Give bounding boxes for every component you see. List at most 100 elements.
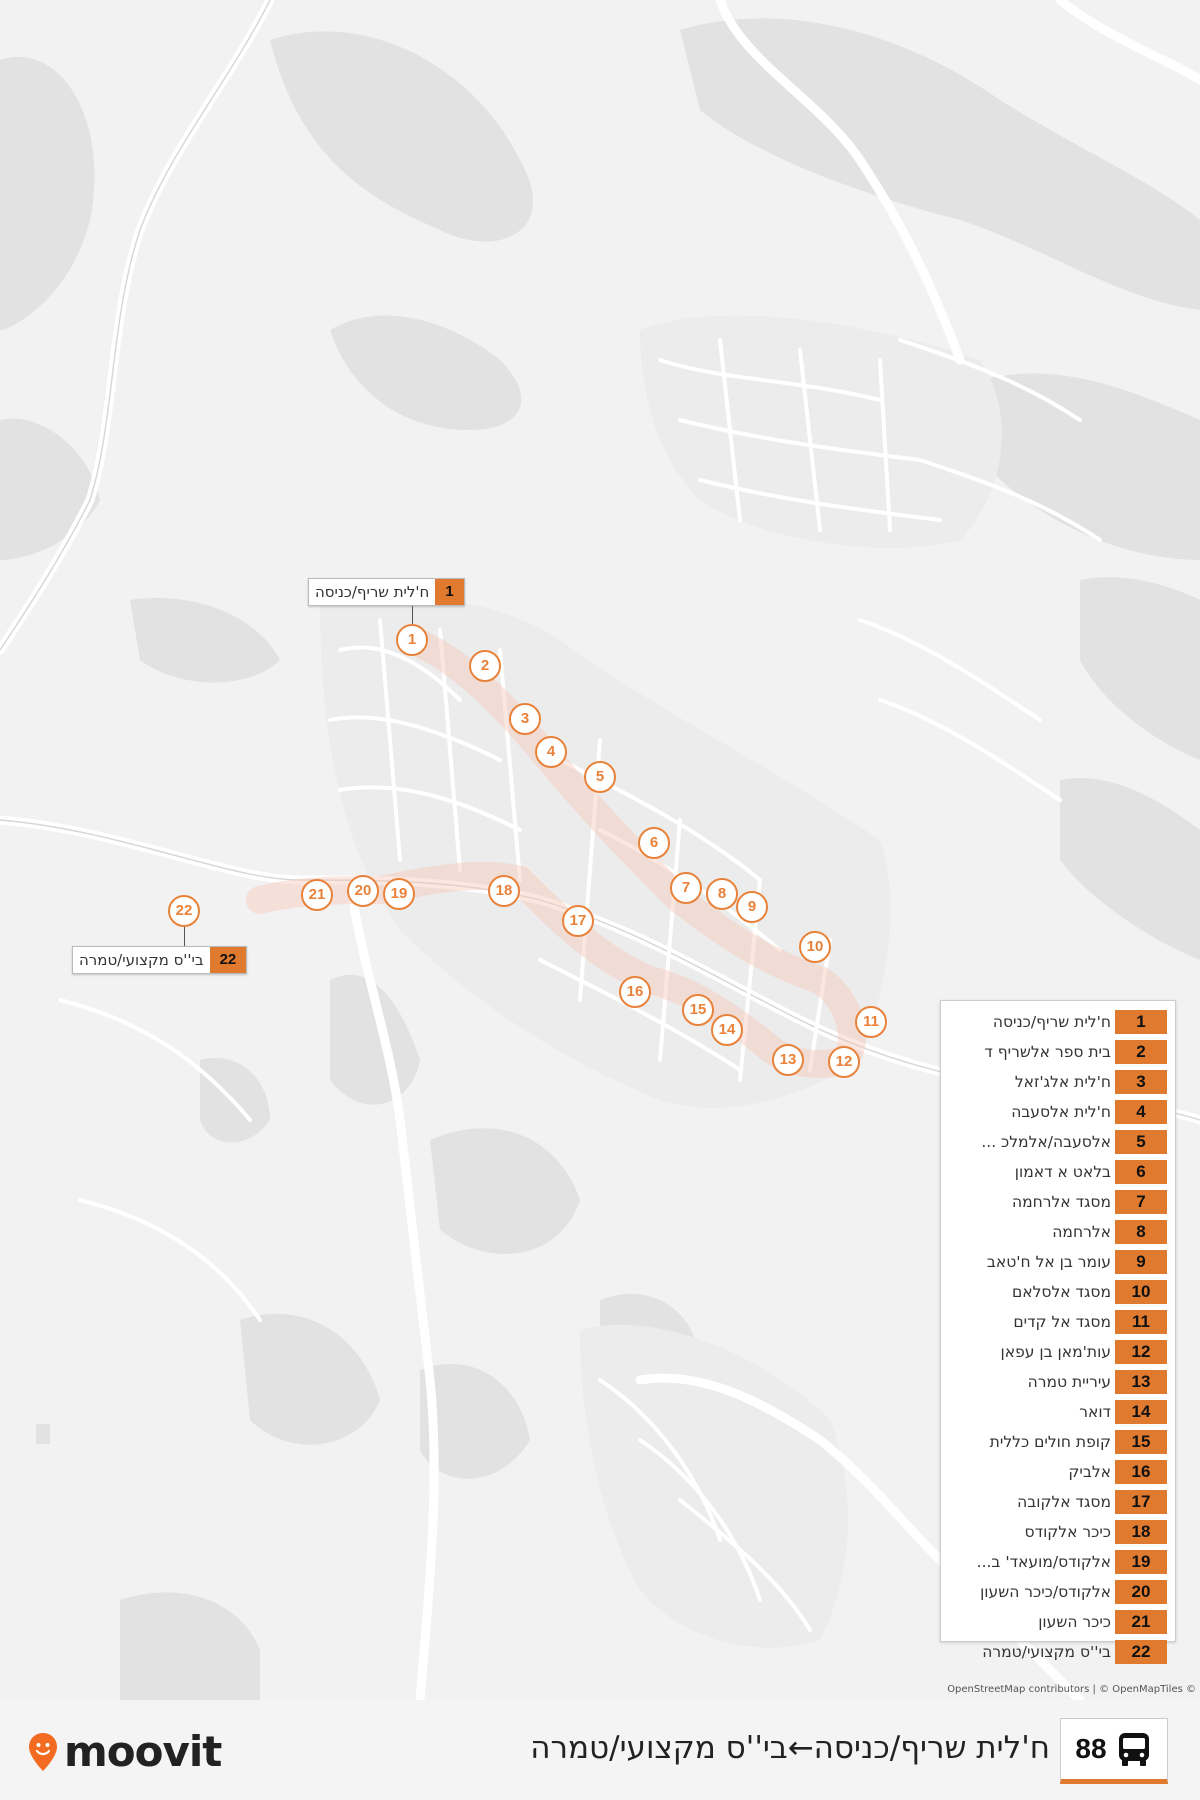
- legend-row[interactable]: עומר בן אל ח'טאב 9: [941, 1249, 1175, 1275]
- start-callout-leader: [412, 606, 413, 624]
- legend-stop-name: בלאט א דאמון: [1014, 1163, 1111, 1181]
- legend-stop-number: 7: [1115, 1190, 1167, 1214]
- legend-stop-number: 22: [1115, 1640, 1167, 1664]
- legend-row[interactable]: מסגד אלסלאם 10: [941, 1279, 1175, 1305]
- legend-stop-name: אלקודס/כיכר השעון: [980, 1583, 1111, 1601]
- stop-marker[interactable]: 12: [828, 1046, 860, 1078]
- moovit-logo[interactable]: moovit: [28, 1727, 222, 1776]
- legend-stop-name: מסגד אל קדים: [1013, 1313, 1111, 1331]
- route-badge[interactable]: 88: [1060, 1718, 1168, 1784]
- legend-row[interactable]: מסגד אלקובה 17: [941, 1489, 1175, 1515]
- legend-row[interactable]: כיכר אלקודס 18: [941, 1519, 1175, 1545]
- stop-marker[interactable]: 18: [488, 875, 520, 907]
- stop-marker[interactable]: 17: [562, 905, 594, 937]
- moovit-wordmark: moovit: [64, 1727, 222, 1776]
- legend-row[interactable]: ח'לית שריף/כניסה 1: [941, 1009, 1175, 1035]
- legend-stop-name: דואר: [1079, 1403, 1111, 1421]
- route-path: [246, 626, 866, 1078]
- stop-marker[interactable]: 9: [736, 891, 768, 923]
- stop-marker[interactable]: 22: [168, 895, 200, 927]
- moovit-pin-icon: [29, 1732, 57, 1771]
- stops-legend: ח'לית שריף/כניסה 1 בית ספר אלשריף ד 2 ח'לית …: [940, 1000, 1176, 1664]
- legend-stop-name: ח'לית שריף/כניסה: [992, 1013, 1111, 1031]
- legend-stop-name: ח'לית אלסעבה: [1011, 1103, 1111, 1121]
- legend-stop-name: מסגד אלרחמה: [1011, 1193, 1111, 1211]
- legend-stop-number: 17: [1115, 1490, 1167, 1514]
- stop-marker[interactable]: 15: [682, 994, 714, 1026]
- legend-stop-number: 12: [1115, 1340, 1167, 1364]
- legend-row[interactable]: אלביק 16: [941, 1459, 1175, 1485]
- start-stop-callout[interactable]: ח'לית שריף/כניסה 1: [308, 578, 465, 606]
- stop-marker[interactable]: 1: [396, 624, 428, 656]
- stop-marker[interactable]: 6: [638, 827, 670, 859]
- legend-row[interactable]: דואר 14: [941, 1399, 1175, 1425]
- map-attribution[interactable]: OpenStreetMap contributors | © OpenMapTi…: [947, 1684, 1196, 1695]
- legend-stop-number: 5: [1115, 1130, 1167, 1154]
- legend-stop-number: 19: [1115, 1550, 1167, 1574]
- map-canvas[interactable]: ח'לית שריף/כניסה 1 בי''ס מקצועי/טמרה 22 …: [0, 0, 1200, 1700]
- legend-stop-number: 9: [1115, 1250, 1167, 1274]
- legend-stop-number: 8: [1115, 1220, 1167, 1244]
- legend-stop-number: 2: [1115, 1040, 1167, 1064]
- legend-row[interactable]: אלקודס/מועאד' ב... 19: [941, 1549, 1175, 1575]
- legend-row[interactable]: כיכר השעון 21: [941, 1609, 1175, 1635]
- legend-stop-number: 20: [1115, 1580, 1167, 1604]
- legend-stop-number: 1: [1115, 1010, 1167, 1034]
- legend-stop-name: כיכר השעון: [1038, 1613, 1111, 1631]
- stop-marker[interactable]: 13: [772, 1044, 804, 1076]
- legend-stop-name: מסגד אלקובה: [1017, 1493, 1111, 1511]
- legend-row[interactable]: אלרחמה 8: [941, 1219, 1175, 1245]
- stop-marker[interactable]: 7: [670, 872, 702, 904]
- footer-bar: [0, 1700, 1200, 1800]
- stop-marker[interactable]: 10: [799, 931, 831, 963]
- legend-row[interactable]: אלסעבה/אלמלכ ... 5: [941, 1129, 1175, 1155]
- legend-stop-number: 14: [1115, 1400, 1167, 1424]
- legend-stop-number: 16: [1115, 1460, 1167, 1484]
- legend-stop-name: עות'מאן בן עפאן: [1000, 1343, 1112, 1361]
- stop-marker[interactable]: 21: [301, 879, 333, 911]
- end-stop-number: 22: [209, 947, 247, 973]
- legend-stop-name: אלקודס/מועאד' ב...: [976, 1553, 1111, 1571]
- legend-row[interactable]: עיריית טמרה 13: [941, 1369, 1175, 1395]
- legend-stop-number: 21: [1115, 1610, 1167, 1634]
- legend-stop-name: בי''ס מקצועי/טמרה: [982, 1643, 1111, 1661]
- stop-marker[interactable]: 16: [619, 976, 651, 1008]
- legend-stop-name: עיריית טמרה: [1027, 1373, 1111, 1391]
- end-stop-label: בי''ס מקצועי/טמרה: [79, 951, 204, 969]
- legend-row[interactable]: מסגד אלרחמה 7: [941, 1189, 1175, 1215]
- legend-row[interactable]: עות'מאן בן עפאן 12: [941, 1339, 1175, 1365]
- legend-stop-name: כיכר אלקודס: [1024, 1523, 1111, 1541]
- legend-row[interactable]: ח'לית אלסעבה 4: [941, 1099, 1175, 1125]
- stop-marker[interactable]: 11: [855, 1006, 887, 1038]
- bus-icon: [1118, 1733, 1149, 1766]
- legend-row[interactable]: מסגד אל קדים 11: [941, 1309, 1175, 1335]
- legend-stop-name: אלביק: [1068, 1463, 1111, 1481]
- stop-marker[interactable]: 4: [535, 736, 567, 768]
- legend-stop-name: בית ספר אלשריף ד: [984, 1043, 1111, 1061]
- start-stop-label: ח'לית שריף/כניסה: [315, 583, 430, 601]
- legend-stop-name: אלרחמה: [1052, 1223, 1111, 1241]
- legend-stop-number: 13: [1115, 1370, 1167, 1394]
- legend-stop-name: אלסעבה/אלמלכ ...: [981, 1133, 1111, 1151]
- legend-stop-name: קופת חולים כללית: [989, 1433, 1111, 1451]
- stop-marker[interactable]: 5: [584, 761, 616, 793]
- end-callout-leader: [184, 926, 185, 946]
- stop-marker[interactable]: 20: [347, 875, 379, 907]
- end-stop-callout[interactable]: בי''ס מקצועי/טמרה 22: [72, 946, 248, 974]
- legend-stop-number: 11: [1115, 1310, 1167, 1334]
- legend-stop-name: עומר בן אל ח'טאב: [986, 1253, 1111, 1271]
- stop-marker[interactable]: 19: [383, 878, 415, 910]
- stop-marker[interactable]: 2: [469, 650, 501, 682]
- legend-row[interactable]: ח'לית אלג'זאל 3: [941, 1069, 1175, 1095]
- stop-marker[interactable]: 3: [509, 703, 541, 735]
- legend-row[interactable]: קופת חולים כללית 15: [941, 1429, 1175, 1455]
- stop-marker[interactable]: 8: [706, 878, 738, 910]
- stop-marker[interactable]: 14: [711, 1014, 743, 1046]
- legend-row[interactable]: בלאט א דאמון 6: [941, 1159, 1175, 1185]
- map-background: [0, 0, 1200, 1700]
- legend-stop-name: ח'לית אלג'זאל: [1014, 1073, 1111, 1091]
- legend-row[interactable]: אלקודס/כיכר השעון 20: [941, 1579, 1175, 1605]
- legend-row[interactable]: בי''ס מקצועי/טמרה 22: [941, 1639, 1175, 1665]
- route-number: 88: [1075, 1733, 1107, 1764]
